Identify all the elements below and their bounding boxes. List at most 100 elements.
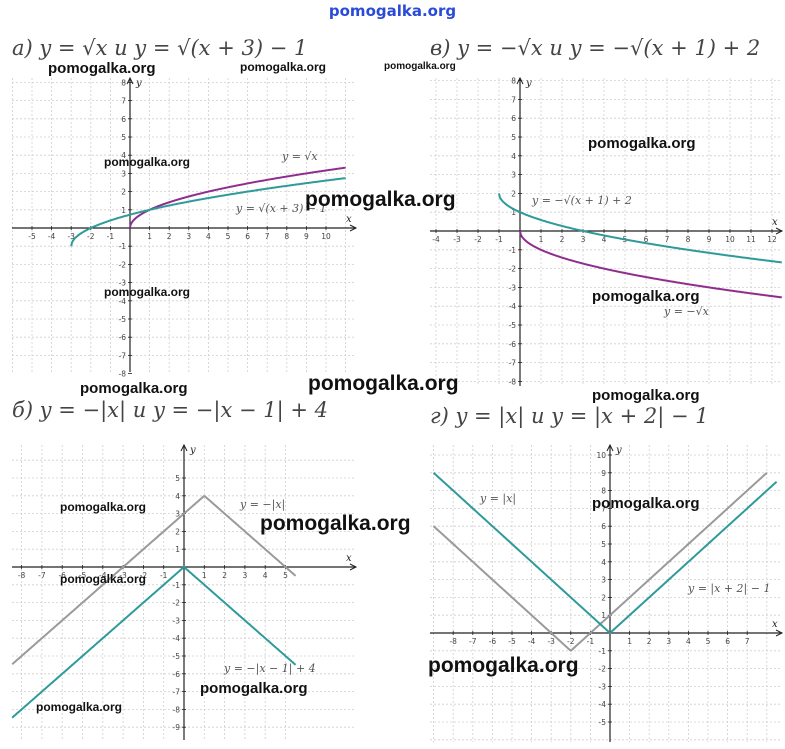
- chart-v: xy-4 -3 -2 -1 1 2 3 4 5 6 7 8 9 10 11 12-8-7-6-5-4-3-2-…: [430, 76, 784, 386]
- y-axis-label: y: [525, 78, 532, 89]
- y-tick-label: 2: [511, 189, 516, 198]
- x-tick-label: 9: [707, 235, 712, 244]
- x-tick-label: -1: [495, 235, 503, 244]
- x-tick-label: -1: [107, 232, 115, 241]
- x-axis-label: x: [772, 619, 778, 630]
- y-tick-label: -6: [173, 670, 181, 679]
- y-tick-label: 2: [175, 527, 180, 536]
- y-tick-label: 3: [121, 169, 126, 178]
- y-tick-label: 1: [511, 208, 516, 217]
- x-tick-label: 8: [284, 232, 289, 241]
- y-tick-label: 5: [511, 133, 516, 142]
- y-tick-label: -3: [119, 279, 127, 288]
- watermark: pomogalka.org: [48, 60, 156, 77]
- watermark: pomogalka.org: [592, 387, 700, 404]
- x-tick-label: 7: [265, 232, 270, 241]
- x-tick-label: -2: [140, 571, 148, 580]
- watermark: pomogalka.org: [60, 500, 147, 514]
- x-tick-label: 7: [745, 637, 750, 646]
- x-tick-label: -1: [160, 571, 168, 580]
- series-line-y-x-1-2: [498, 193, 782, 264]
- y-tick-label: 6: [601, 522, 606, 531]
- x-tick-label: 2: [560, 235, 565, 244]
- y-tick-label: 4: [175, 492, 180, 501]
- y-tick-label: 3: [601, 576, 606, 585]
- x-axis-arrow: [775, 227, 784, 235]
- site-header: pomogalka.org: [328, 2, 457, 20]
- x-tick-label: 10: [321, 232, 331, 241]
- y-tick-label: 2: [601, 593, 606, 602]
- x-tick-label: -5: [28, 232, 36, 241]
- panel-b-title: б) y = −|x| и y = −|x − 1| + 4: [12, 398, 328, 422]
- x-tick-label: -3: [119, 571, 127, 580]
- watermark: pomogalka.org: [36, 700, 123, 714]
- x-tick-label: -6: [58, 571, 66, 580]
- y-tick-label: 7: [121, 97, 126, 106]
- chart-b: x y -8 -7 -6 -5 -4 -3 -2 -1 1 2 3 4 5 -9 -8 -7 -6 -5 -4 -3 -2 -…: [11, 443, 358, 740]
- series-line-y-x-3-1: [70, 177, 346, 247]
- watermark: pomogalka.org: [260, 512, 411, 535]
- y-tick-label: 4: [601, 558, 606, 567]
- x-tick-label: -4: [432, 235, 440, 244]
- y-axis-label: y: [615, 445, 622, 456]
- watermark: pomogalka.org: [428, 654, 579, 677]
- x-tick-label: -4: [99, 571, 107, 580]
- y-tick-label: -2: [173, 599, 181, 608]
- x-tick-label: 2: [647, 637, 652, 646]
- y-tick-label: 1: [601, 611, 606, 620]
- x-tick-label: -4: [528, 637, 536, 646]
- watermark: pomogalka.org: [200, 680, 308, 697]
- series-label: y = |x + 2| − 1: [687, 582, 770, 596]
- y-tick-label: -7: [173, 688, 181, 697]
- x-tick-label: -2: [567, 637, 575, 646]
- x-axis-label: x: [346, 553, 352, 564]
- y-tick-label: -8: [509, 377, 517, 386]
- x-tick-label: 6: [245, 232, 250, 241]
- x-tick-label: 3: [186, 232, 191, 241]
- y-tick-label: -3: [599, 682, 607, 691]
- chart-g: x y -8 -7 -6 -5 -4 -3 -2 -1 1 2 3 4 5 6 7 -5 -4 -3 -2 -1 1 2 3 4 5…: [430, 443, 784, 742]
- x-axis-arrow: [775, 629, 784, 637]
- y-tick-label: -7: [119, 351, 127, 360]
- x-tick-label: 11: [746, 235, 756, 244]
- y-tick-label: -7: [509, 359, 517, 368]
- watermark: pomogalka.org: [104, 285, 191, 299]
- y-axis-label: y: [135, 78, 142, 89]
- y-tick-label: -4: [119, 297, 127, 306]
- x-tick-label: 1: [539, 235, 544, 244]
- watermark: pomogalka.org: [80, 380, 188, 397]
- x-tick-label: -8: [18, 571, 26, 580]
- x-tick-label: -3: [67, 232, 75, 241]
- y-tick-label: 10: [596, 451, 606, 460]
- y-tick-label: 4: [511, 152, 516, 161]
- y-tick-label: -6: [509, 340, 517, 349]
- series-label: y = −√(x + 1) + 2: [531, 194, 632, 207]
- x-tick-label: -4: [48, 232, 56, 241]
- x-tick-label: 1: [627, 637, 632, 646]
- watermark: pomogalka.org: [308, 372, 459, 395]
- series-label: y = √(x + 3) − 1: [235, 202, 327, 215]
- y-tick-label: 9: [601, 469, 606, 478]
- watermark: pomogalka.org: [305, 188, 456, 211]
- x-tick-label: -5: [79, 571, 87, 580]
- series-line-y-x-: [432, 472, 778, 634]
- x-tick-label: -7: [38, 571, 46, 580]
- watermark: pomogalka.org: [592, 495, 700, 512]
- watermark: pomogalka.org: [588, 135, 696, 152]
- x-tick-label: 4: [602, 235, 607, 244]
- y-tick-label: -5: [509, 321, 517, 330]
- series-line-y-x-: [11, 565, 297, 719]
- x-tick-label: 10: [725, 235, 735, 244]
- x-tick-label: 5: [283, 571, 288, 580]
- y-tick-label: 8: [511, 77, 516, 86]
- x-tick-label: 3: [581, 235, 586, 244]
- y-axis-arrow: [516, 76, 524, 85]
- y-tick-label: 6: [121, 115, 126, 124]
- x-axis-label: x: [346, 214, 352, 225]
- y-tick-label: 8: [601, 487, 606, 496]
- panel-g-title: г) y = |x| и y = |x + 2| − 1: [430, 404, 709, 428]
- x-tick-label: 4: [206, 232, 211, 241]
- x-tick-label: 8: [686, 235, 691, 244]
- panel-v-title: в) y = −√x и y = −√(x + 1) + 2: [430, 36, 761, 60]
- y-tick-label: 2: [121, 188, 126, 197]
